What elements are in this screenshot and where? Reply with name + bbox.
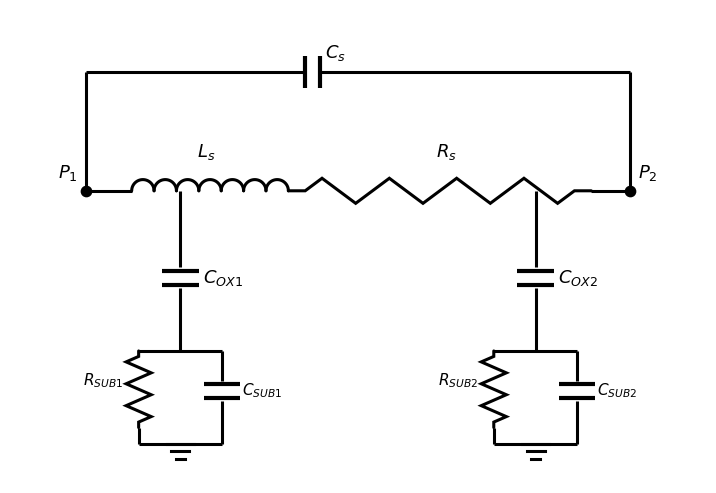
Text: $R_{SUB2}$: $R_{SUB2}$ — [438, 371, 478, 390]
Text: $C_{OX1}$: $C_{OX1}$ — [203, 268, 243, 288]
Point — [624, 187, 635, 195]
Point — [81, 187, 92, 195]
Text: $L_s$: $L_s$ — [198, 141, 216, 162]
Text: $P_2$: $P_2$ — [638, 163, 657, 183]
Text: $R_{SUB1}$: $R_{SUB1}$ — [83, 371, 123, 390]
Text: $C_{SUB2}$: $C_{SUB2}$ — [597, 382, 637, 400]
Text: $C_s$: $C_s$ — [325, 43, 346, 63]
Text: $C_{OX2}$: $C_{OX2}$ — [558, 268, 598, 288]
Text: $C_{SUB1}$: $C_{SUB1}$ — [242, 382, 282, 400]
Text: $R_s$: $R_s$ — [436, 141, 458, 162]
Text: $P_1$: $P_1$ — [58, 163, 78, 183]
